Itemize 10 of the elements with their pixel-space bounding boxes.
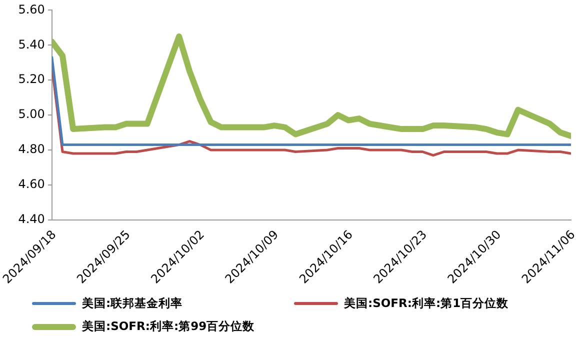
y-tick-label: 5.20 [18, 72, 45, 86]
y-tick-label: 4.80 [18, 142, 45, 156]
y-tick-label: 5.60 [18, 2, 45, 16]
y-tick-label: 5.40 [18, 37, 45, 52]
legend-label: 美国:SOFR:利率:第99百分位数 [82, 319, 255, 334]
y-tick-label: 5.00 [18, 107, 45, 122]
legend-label: 美国:SOFR:利率:第1百分位数 [344, 296, 509, 311]
y-tick-label: 4.60 [18, 177, 45, 192]
legend-label: 美国:联邦基金利率 [82, 296, 183, 311]
y-tick-label: 4.40 [18, 212, 45, 226]
